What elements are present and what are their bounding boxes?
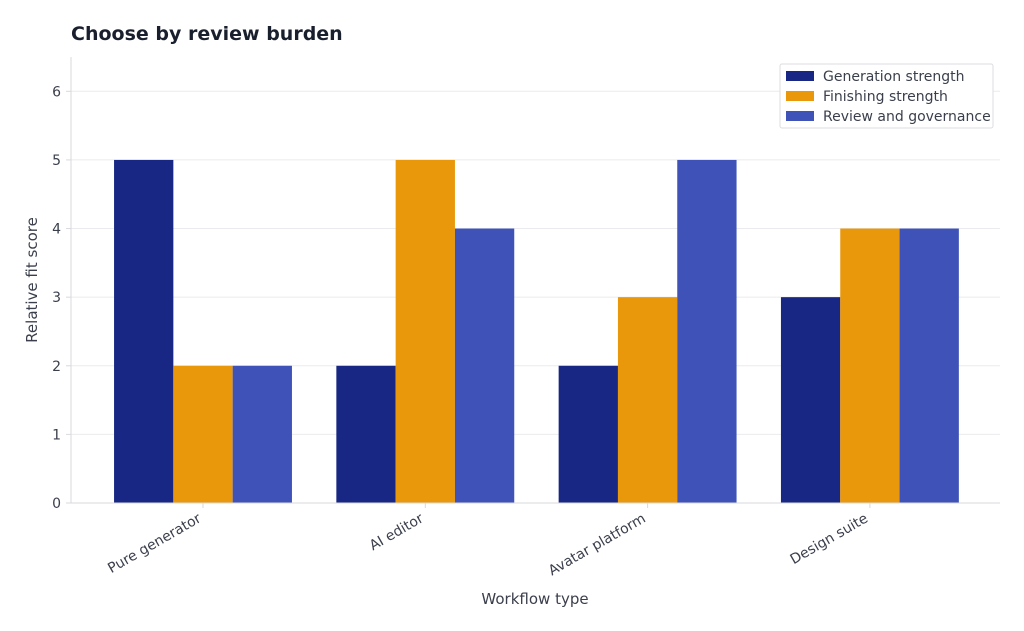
bar-review-and-governance (232, 365, 292, 503)
legend-swatch (786, 71, 814, 81)
legend-label: Review and governance (823, 109, 991, 125)
y-tick-label: 4 (52, 222, 61, 238)
legend-label: Finishing strength (823, 89, 948, 105)
y-axis-label: Relative fit score (23, 217, 41, 343)
bar-finishing-strength (617, 297, 678, 503)
legend-swatch (786, 91, 814, 101)
y-ticks: 0 1 2 3 4 5 6 (52, 84, 71, 512)
axes (70, 57, 1000, 504)
y-tick-label: 0 (52, 496, 61, 512)
bar-review-and-governance (899, 228, 959, 504)
x-tick-label: Avatar platform (546, 511, 649, 580)
bar-review-and-governance (454, 228, 515, 504)
bar-generation-strength (780, 297, 841, 503)
x-tick-label: Pure generator (105, 510, 204, 576)
y-tick-label: 1 (52, 427, 61, 443)
y-tick-label: 3 (52, 290, 61, 306)
bar-generation-strength (558, 365, 618, 503)
y-tick-label: 2 (52, 359, 61, 375)
x-tick-label: AI editor (367, 510, 427, 554)
y-tick-label: 5 (52, 153, 61, 169)
x-ticks: Pure generator AI editor Avatar platform De… (105, 503, 871, 579)
x-axis-label: Workflow type (481, 590, 588, 608)
bars (114, 159, 959, 504)
legend: Generation strength Finishing strength Rev… (779, 63, 994, 129)
x-tick-label: Design suite (788, 511, 871, 568)
legend-swatch (786, 111, 814, 121)
bar-generation-strength (114, 159, 174, 503)
y-tick-label: 6 (52, 84, 61, 100)
legend-box (779, 63, 994, 129)
bar-review-and-governance (677, 159, 737, 503)
bar-generation-strength (336, 365, 396, 503)
chart-title: Choose by review burden (71, 23, 343, 45)
bar-finishing-strength (395, 159, 455, 503)
bar-finishing-strength (173, 365, 233, 503)
bar-finishing-strength (840, 228, 900, 504)
legend-label: Generation strength (823, 69, 965, 85)
